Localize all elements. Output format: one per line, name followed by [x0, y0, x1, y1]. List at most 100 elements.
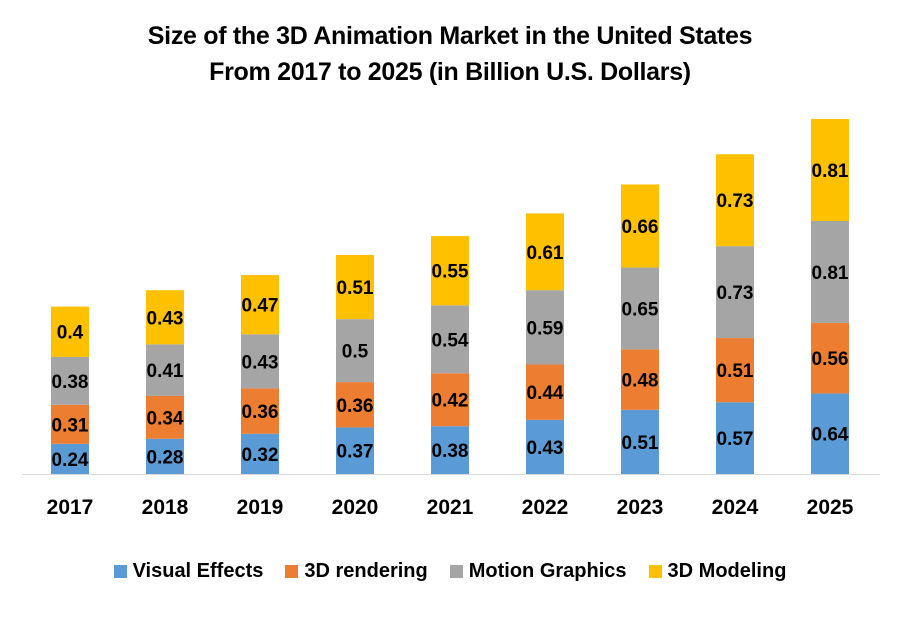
data-label: 0.64: [812, 425, 849, 446]
data-label: 0.61: [527, 243, 564, 264]
bar-segment-3d-modeling-2018: [146, 290, 184, 345]
x-tick-label: 2017: [47, 496, 94, 519]
x-tick-label: 2020: [332, 496, 379, 519]
bar-segment-3d-rendering-2022: [526, 364, 564, 420]
data-label: 0.24: [52, 450, 89, 471]
legend-swatch: [449, 565, 463, 578]
data-label: 0.42: [432, 391, 469, 412]
data-label: 0.51: [717, 361, 754, 382]
bar-segment-visual-effects-2025: [811, 393, 849, 474]
bar-segment-visual-effects-2019: [241, 433, 279, 474]
x-tick-label: 2025: [807, 496, 854, 519]
legend-swatch: [113, 565, 127, 578]
data-label: 0.81: [812, 263, 849, 284]
bar-segment-visual-effects-2021: [431, 426, 469, 474]
legend-label: 3D rendering: [304, 560, 428, 582]
data-label: 0.73: [717, 283, 754, 304]
bar-segment-motion-graphics-2021: [431, 305, 469, 374]
legend-item: Motion Graphics: [449, 560, 627, 583]
bar-segment-visual-effects-2017: [51, 443, 89, 474]
data-label: 0.81: [812, 161, 849, 182]
x-tick-labels: 2017 2018 2019 2020 2021 2022 2023 2024 2025: [47, 496, 854, 519]
bar-segment-visual-effects-2020: [336, 427, 374, 474]
bar-segment-visual-effects-2018: [146, 438, 184, 474]
bar-segment-motion-graphics-2023: [621, 267, 659, 350]
data-label: 0.65: [622, 299, 659, 320]
bar-segment-3d-modeling-2024: [716, 154, 754, 247]
chart-title-line-1: Size of the 3D Animation Market in the U…: [147, 22, 753, 50]
bar-segment-3d-rendering-2019: [241, 388, 279, 434]
data-label: 0.34: [147, 408, 184, 429]
bar-segment-3d-rendering-2023: [621, 349, 659, 410]
x-tick-label: 2024: [712, 496, 759, 519]
data-label: 0.44: [527, 383, 564, 404]
legend-swatch: [285, 565, 299, 578]
data-label: 0.51: [622, 433, 659, 454]
bar-segment-3d-modeling-2023: [621, 184, 659, 268]
bar-segment-visual-effects-2024: [716, 402, 754, 474]
data-label: 0.47: [242, 296, 279, 317]
bar-segment-3d-modeling-2025: [811, 119, 849, 221]
x-tick-label: 2022: [522, 496, 569, 519]
data-label: 0.57: [717, 429, 754, 450]
data-label: 0.48: [622, 371, 659, 392]
chart-title: Size of the 3D Animation Market in the U…: [0, 18, 900, 90]
x-tick-label: 2021: [427, 496, 474, 519]
bar-segment-motion-graphics-2022: [526, 290, 564, 365]
legend-item: 3D Modeling: [648, 560, 787, 583]
bar-segment-3d-modeling-2019: [241, 275, 279, 335]
data-label: 0.32: [242, 445, 279, 466]
bar-segment-visual-effects-2022: [526, 419, 564, 474]
legend-label: Motion Graphics: [468, 560, 627, 582]
bar-segment-motion-graphics-2019: [241, 334, 279, 389]
chart-title-line-2: From 2017 to 2025 (in Billion U.S. Dolla…: [209, 58, 691, 86]
bar-segment-3d-modeling-2020: [336, 254, 374, 320]
bar-segment-motion-graphics-2024: [716, 246, 754, 339]
data-label: 0.56: [812, 349, 849, 370]
bar-segment-motion-graphics-2025: [811, 220, 849, 323]
data-label: 0.38: [432, 441, 469, 462]
bar-segment-3d-modeling-2021: [431, 236, 469, 306]
data-label: 0.55: [432, 262, 469, 283]
bar-segment-3d-modeling-2022: [526, 213, 564, 291]
legend-item: 3D rendering: [285, 560, 428, 583]
legend-label: Visual Effects: [132, 560, 264, 582]
x-tick-label: 2018: [142, 496, 189, 519]
data-label: 0.73: [717, 191, 754, 212]
bars-group: 0.24 0.31 0.38 0.4 0.28 0.34 0.41 0.43 0.32 0.36 0…: [51, 119, 849, 474]
bar-segment-3d-rendering-2017: [51, 404, 89, 444]
bar-segment-motion-graphics-2017: [51, 356, 89, 405]
data-label: 0.4: [57, 323, 84, 344]
data-label: 0.54: [432, 330, 469, 351]
data-label: 0.38: [52, 372, 89, 393]
legend-swatch: [648, 565, 662, 578]
bar-segment-3d-rendering-2024: [716, 338, 754, 403]
bar-segment-motion-graphics-2018: [146, 344, 184, 396]
legend: Visual Effects 3D rendering Motion Graphic…: [0, 560, 900, 583]
x-tick-label: 2023: [617, 496, 664, 519]
x-tick-label: 2019: [237, 496, 284, 519]
data-label: 0.31: [52, 415, 89, 436]
data-label: 0.28: [147, 447, 184, 468]
bar-segment-visual-effects-2023: [621, 409, 659, 474]
data-label: 0.36: [242, 402, 279, 423]
data-label: 0.51: [337, 278, 374, 299]
legend-item: Visual Effects: [113, 560, 264, 583]
data-label: 0.5: [342, 342, 369, 363]
data-label: 0.66: [622, 217, 659, 238]
data-label: 0.41: [147, 361, 184, 382]
bar-segment-3d-rendering-2021: [431, 373, 469, 427]
data-label: 0.43: [527, 438, 564, 459]
bar-segment-3d-modeling-2017: [51, 306, 89, 357]
bar-segment-3d-rendering-2025: [811, 322, 849, 394]
data-label: 0.43: [242, 352, 279, 373]
data-label: 0.43: [147, 308, 184, 329]
bar-segment-3d-rendering-2020: [336, 382, 374, 428]
data-label: 0.36: [337, 396, 374, 417]
data-label: 0.59: [527, 318, 564, 339]
bar-segment-motion-graphics-2020: [336, 319, 374, 383]
bar-segment-3d-rendering-2018: [146, 395, 184, 439]
data-label: 0.37: [337, 442, 374, 463]
legend-label: 3D Modeling: [667, 560, 787, 582]
